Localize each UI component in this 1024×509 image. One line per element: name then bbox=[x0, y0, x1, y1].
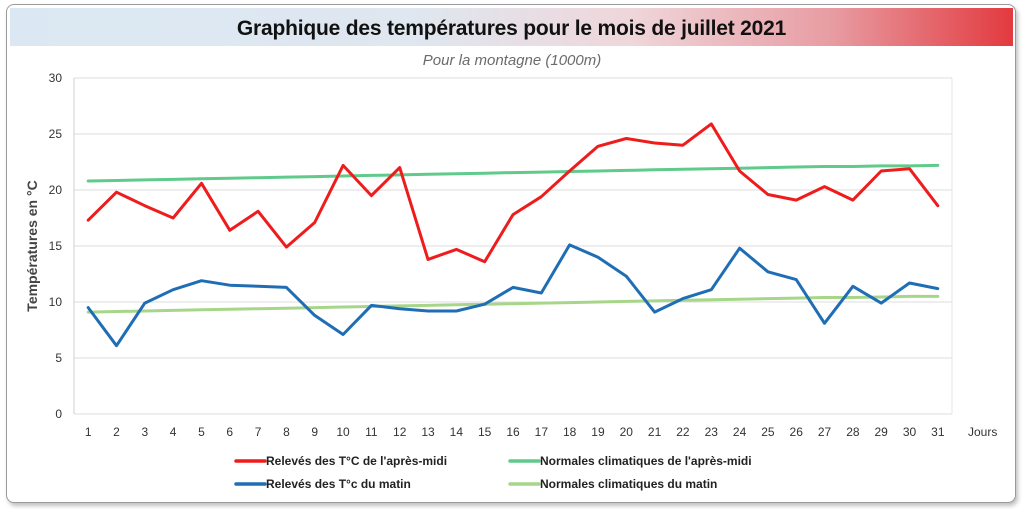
x-tick-label: 15 bbox=[478, 425, 492, 439]
x-tick-label: 7 bbox=[255, 425, 262, 439]
y-tick-label: 30 bbox=[49, 71, 63, 85]
legend: Relevés des T°C de l'après-midi Normales … bbox=[234, 454, 752, 491]
x-tick-label: 31 bbox=[931, 425, 945, 439]
y-tick-label: 25 bbox=[49, 127, 63, 141]
series-line-2 bbox=[86, 243, 940, 348]
x-tick-label: 21 bbox=[648, 425, 662, 439]
y-tick-label: 15 bbox=[49, 239, 63, 253]
x-tick-label: 5 bbox=[198, 425, 205, 439]
x-tick-label: 26 bbox=[790, 425, 804, 439]
x-axis-ticks: 1 2 3 4 5 6 7 8 9 10 11 12 13 14 15 16 17 18 19 20 21 22 23 24 2… bbox=[85, 425, 945, 439]
y-tick-label: 10 bbox=[49, 295, 63, 309]
y-tick-label: 20 bbox=[49, 183, 63, 197]
series-lines bbox=[86, 122, 940, 348]
x-tick-label: 8 bbox=[283, 425, 290, 439]
x-axis-label: Jours bbox=[968, 425, 997, 439]
x-tick-label: 28 bbox=[846, 425, 860, 439]
x-tick-label: 11 bbox=[365, 425, 378, 439]
x-tick-label: 14 bbox=[450, 425, 464, 439]
x-tick-label: 17 bbox=[535, 425, 549, 439]
x-tick-label: 4 bbox=[170, 425, 177, 439]
x-tick-label: 9 bbox=[311, 425, 318, 439]
x-tick-label: 23 bbox=[705, 425, 719, 439]
x-tick-label: 29 bbox=[875, 425, 889, 439]
legend-label: Relevés des T°C de l'après-midi bbox=[266, 454, 447, 468]
chart-subtitle: Pour la montagne (1000m) bbox=[422, 52, 602, 69]
x-tick-label: 1 bbox=[85, 425, 92, 439]
series-line-3 bbox=[86, 294, 940, 314]
chart-title: Graphique des températures pour le mois … bbox=[236, 17, 787, 40]
legend-label: Normales climatiques de l'après-midi bbox=[540, 454, 752, 468]
x-tick-label: 20 bbox=[620, 425, 634, 439]
y-tick-label: 5 bbox=[55, 351, 62, 365]
y-axis-ticks: 0 5 10 15 20 25 30 bbox=[49, 71, 63, 421]
x-tick-label: 19 bbox=[591, 425, 605, 439]
x-tick-label: 18 bbox=[563, 425, 577, 439]
series-line-0 bbox=[86, 122, 940, 264]
series-line-1 bbox=[86, 163, 940, 183]
x-tick-label: 30 bbox=[903, 425, 917, 439]
chart-frame bbox=[6, 4, 1016, 503]
y-axis-label: Températures en °C bbox=[24, 180, 40, 311]
x-tick-label: 13 bbox=[421, 425, 435, 439]
x-tick-label: 16 bbox=[506, 425, 520, 439]
x-tick-label: 6 bbox=[226, 425, 233, 439]
legend-label: Relevés des T°c du matin bbox=[266, 477, 411, 491]
x-tick-label: 12 bbox=[393, 425, 407, 439]
y-tick-label: 0 bbox=[55, 407, 62, 421]
x-tick-label: 24 bbox=[733, 425, 747, 439]
title-banner: Graphique des températures pour le mois … bbox=[10, 8, 1013, 46]
x-tick-label: 3 bbox=[141, 425, 148, 439]
x-tick-label: 2 bbox=[113, 425, 120, 439]
legend-label: Normales climatiques du matin bbox=[540, 477, 717, 491]
gridlines bbox=[73, 77, 953, 415]
x-tick-label: 10 bbox=[336, 425, 350, 439]
x-tick-label: 27 bbox=[818, 425, 832, 439]
x-tick-label: 22 bbox=[676, 425, 690, 439]
x-tick-label: 25 bbox=[761, 425, 775, 439]
